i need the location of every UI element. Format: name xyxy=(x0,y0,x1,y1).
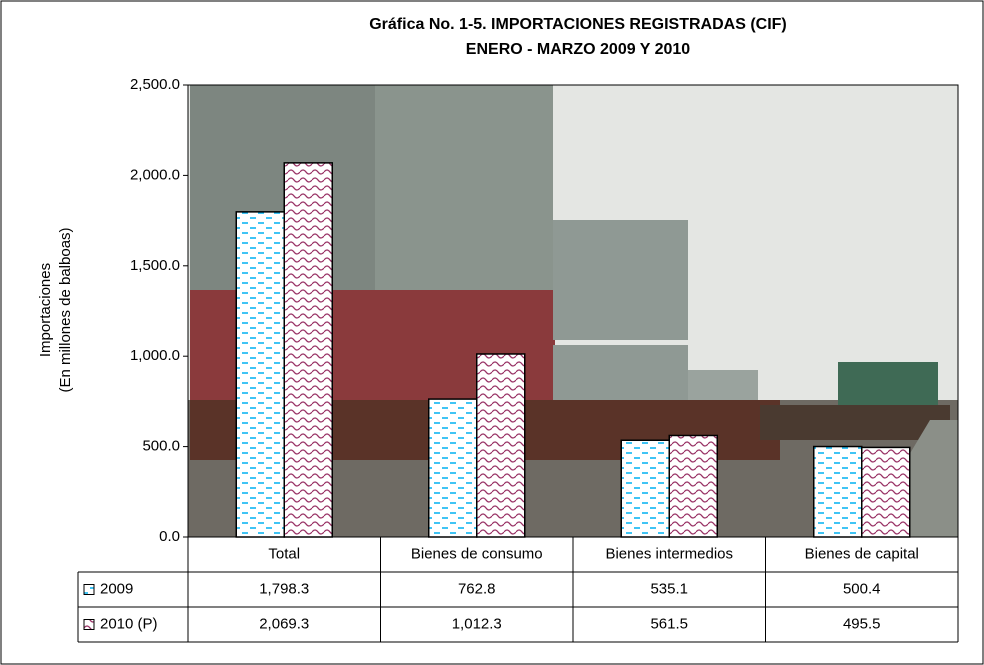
chart-subtitle: ENERO - MARZO 2009 Y 2010 xyxy=(466,41,690,58)
x-tick-label: Bienes de consumo xyxy=(411,545,543,562)
bar xyxy=(862,447,910,537)
data-label: 495.5 xyxy=(843,615,881,632)
x-tick-label: Bienes de capital xyxy=(805,545,919,562)
y-tick-label: 1,500.0 xyxy=(130,257,180,274)
bar xyxy=(477,354,525,537)
legend-swatch xyxy=(84,620,94,630)
data-label: 500.4 xyxy=(843,580,881,597)
data-label: 762.8 xyxy=(458,580,496,597)
bar xyxy=(284,163,332,537)
y-tick-label: 2,500.0 xyxy=(130,76,180,93)
bar xyxy=(669,435,717,537)
data-label: 1,012.3 xyxy=(452,615,502,632)
y-tick-label: 1,000.0 xyxy=(130,347,180,364)
data-label: 535.1 xyxy=(650,580,688,597)
y-tick-label: 2,000.0 xyxy=(130,166,180,183)
data-label: 1,798.3 xyxy=(259,580,309,597)
page: Gráfica No. 1-5. IMPORTACIONES REGISTRAD… xyxy=(0,0,984,665)
x-tick-label: Total xyxy=(268,545,300,562)
bar xyxy=(429,399,477,537)
data-label: 561.5 xyxy=(650,615,688,632)
chart-title: Gráfica No. 1-5. IMPORTACIONES REGISTRAD… xyxy=(369,16,787,33)
data-label: 2,069.3 xyxy=(259,615,309,632)
bar xyxy=(236,212,284,537)
legend-label: 2010 (P) xyxy=(100,615,158,632)
bar xyxy=(621,440,669,537)
legend-swatch xyxy=(84,585,94,595)
chart: Gráfica No. 1-5. IMPORTACIONES REGISTRAD… xyxy=(0,0,984,665)
y-tick-label: 0.0 xyxy=(159,528,180,545)
legend-label: 2009 xyxy=(100,580,133,597)
y-axis-label: (En millones de balboas) xyxy=(57,227,74,392)
x-tick-label: Bienes intermedios xyxy=(605,545,733,562)
y-axis-label: Importaciones xyxy=(37,263,54,357)
bar xyxy=(814,447,862,537)
y-tick-label: 500.0 xyxy=(142,438,180,455)
